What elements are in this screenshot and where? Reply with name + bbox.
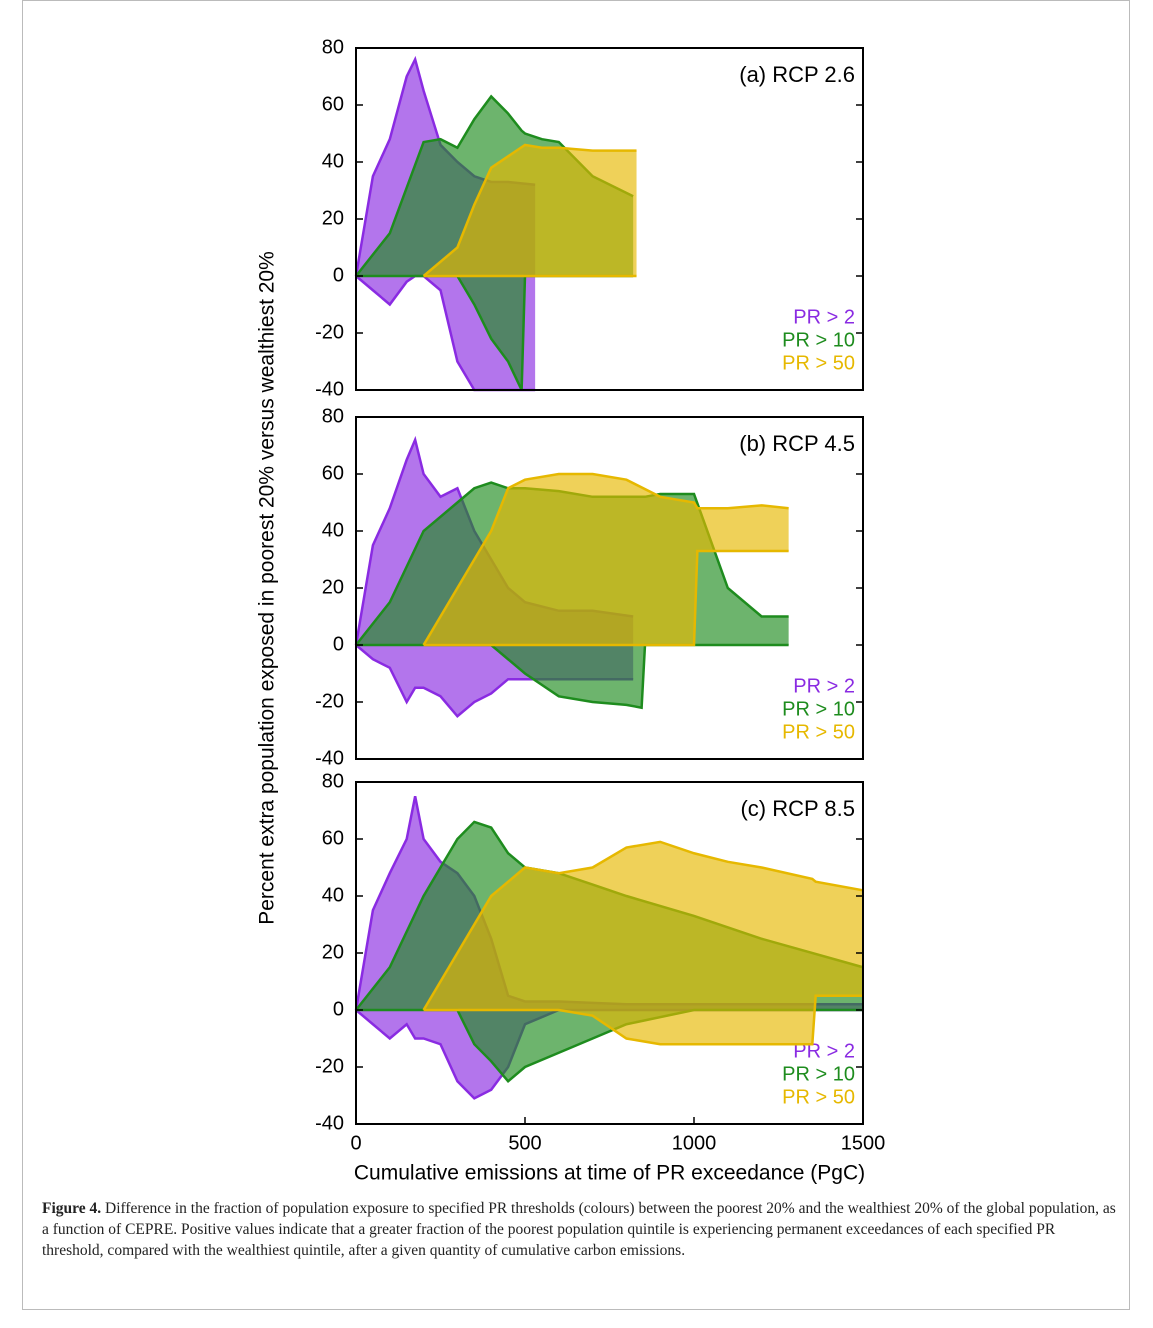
y-tick-label: 20	[322, 207, 344, 229]
legend-label: PR > 2	[793, 675, 855, 697]
y-tick-label: -20	[315, 690, 344, 712]
legend-label: PR > 50	[782, 1086, 855, 1108]
band-area	[423, 144, 637, 276]
band-area	[423, 474, 789, 645]
figure-frame	[22, 0, 1130, 1310]
panel-annotation: (b) RCP 4.5	[739, 431, 855, 456]
y-tick-label: 60	[322, 462, 344, 484]
legend-label: PR > 10	[782, 1063, 855, 1085]
caption-label: Figure 4.	[42, 1200, 102, 1217]
band-upper	[422, 143, 637, 277]
legend-label: PR > 2	[793, 1040, 855, 1062]
x-axis-label: Cumulative emissions at time of PR excee…	[354, 1162, 865, 1185]
y-tick-label: -40	[315, 1112, 344, 1134]
band-lower	[423, 994, 863, 1046]
y-tick-label: 20	[322, 576, 344, 598]
y-tick-label: 20	[322, 941, 344, 963]
y-tick-label: 40	[322, 150, 344, 172]
panel-annotation: (a) RCP 2.6	[739, 62, 855, 87]
y-tick-label: 80	[322, 770, 344, 792]
y-tick-label: -40	[315, 747, 344, 769]
x-tick-label: 1500	[841, 1132, 886, 1154]
legend-label: PR > 50	[782, 721, 855, 743]
y-tick-label: 60	[322, 827, 344, 849]
caption-text: Difference in the fraction of population…	[42, 1200, 1116, 1259]
band-upper	[422, 840, 864, 1011]
x-tick-label: 0	[350, 1132, 361, 1154]
x-tick-label: 500	[508, 1132, 541, 1154]
band-upper	[422, 472, 789, 646]
axes-frame	[355, 47, 864, 391]
axes-frame	[355, 416, 864, 760]
legend-label: PR > 10	[782, 698, 855, 720]
y-tick-label: 60	[322, 93, 344, 115]
y-tick-label: 0	[333, 998, 344, 1020]
y-axis-label: Percent extra population exposed in poor…	[256, 251, 279, 925]
y-tick-label: 40	[322, 519, 344, 541]
y-tick-label: -20	[315, 1055, 344, 1077]
y-tick-label: 0	[333, 264, 344, 286]
band-area	[423, 841, 863, 1045]
y-tick-label: 80	[322, 405, 344, 427]
axes-frame	[355, 781, 864, 1125]
y-tick-label: 40	[322, 884, 344, 906]
band-lower	[423, 549, 789, 647]
y-tick-label: -20	[315, 321, 344, 343]
legend-label: PR > 2	[793, 306, 855, 328]
panel-annotation: (c) RCP 8.5	[740, 796, 855, 821]
y-tick-label: -40	[315, 378, 344, 400]
x-tick-label: 1000	[672, 1132, 717, 1154]
legend-label: PR > 10	[782, 329, 855, 351]
legend-label: PR > 50	[782, 352, 855, 374]
y-tick-label: 80	[322, 36, 344, 58]
caption: Figure 4. Difference in the fraction of …	[42, 1198, 1117, 1261]
y-tick-label: 0	[333, 633, 344, 655]
band-upper	[355, 94, 634, 277]
